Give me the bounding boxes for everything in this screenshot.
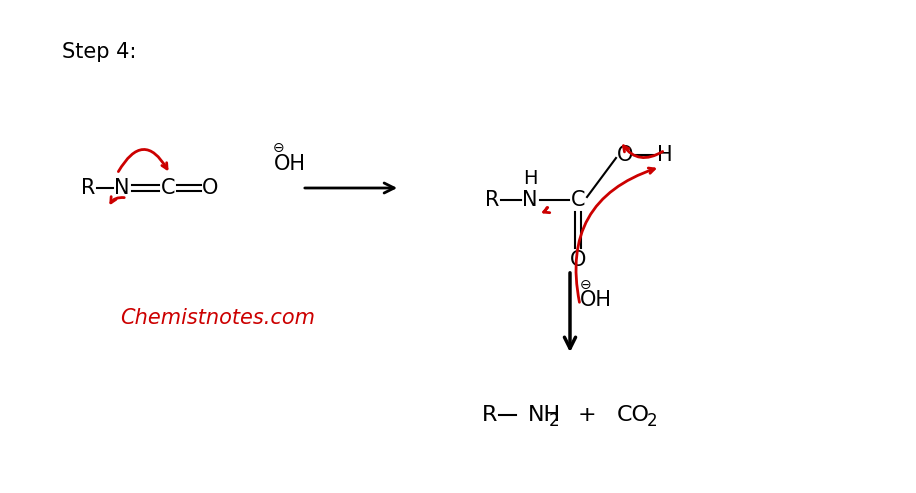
Text: C: C (160, 178, 175, 198)
Text: Chemistnotes.com: Chemistnotes.com (121, 308, 315, 328)
Text: O: O (570, 250, 586, 270)
Text: N: N (522, 190, 538, 210)
Text: NH: NH (528, 405, 562, 425)
Text: R: R (81, 178, 95, 198)
Text: 2: 2 (549, 412, 560, 430)
Text: ⊖: ⊖ (580, 278, 592, 292)
Text: H: H (657, 145, 673, 165)
Text: N: N (114, 178, 130, 198)
Text: CO: CO (617, 405, 650, 425)
Text: ⊖: ⊖ (273, 141, 285, 155)
Text: R: R (483, 405, 497, 425)
Text: +: + (578, 405, 596, 425)
Text: 2: 2 (647, 412, 658, 430)
Text: OH: OH (580, 290, 612, 310)
Text: O: O (616, 145, 633, 165)
Text: OH: OH (274, 154, 306, 174)
Text: O: O (202, 178, 218, 198)
Text: H: H (523, 169, 538, 187)
Text: Step 4:: Step 4: (62, 42, 136, 62)
Text: R: R (485, 190, 499, 210)
Text: C: C (571, 190, 585, 210)
